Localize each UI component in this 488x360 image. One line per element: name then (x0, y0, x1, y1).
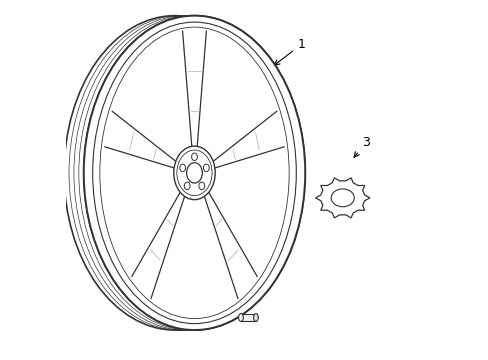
Polygon shape (105, 111, 175, 168)
Ellipse shape (180, 164, 185, 172)
Polygon shape (132, 192, 184, 298)
Polygon shape (213, 111, 284, 168)
Polygon shape (315, 178, 369, 218)
Ellipse shape (83, 16, 305, 330)
Ellipse shape (191, 153, 197, 161)
Ellipse shape (93, 22, 296, 324)
Ellipse shape (253, 314, 258, 321)
Text: 1: 1 (274, 38, 305, 65)
Ellipse shape (173, 146, 215, 200)
Ellipse shape (238, 314, 243, 321)
Polygon shape (182, 31, 206, 146)
Ellipse shape (330, 189, 353, 207)
Text: 2: 2 (217, 311, 231, 324)
Ellipse shape (177, 150, 212, 195)
Ellipse shape (199, 182, 204, 190)
Ellipse shape (184, 182, 190, 190)
Ellipse shape (100, 27, 288, 319)
Polygon shape (241, 314, 255, 321)
Polygon shape (204, 192, 257, 298)
Ellipse shape (203, 164, 209, 172)
Text: 3: 3 (353, 136, 369, 157)
Ellipse shape (186, 163, 202, 183)
